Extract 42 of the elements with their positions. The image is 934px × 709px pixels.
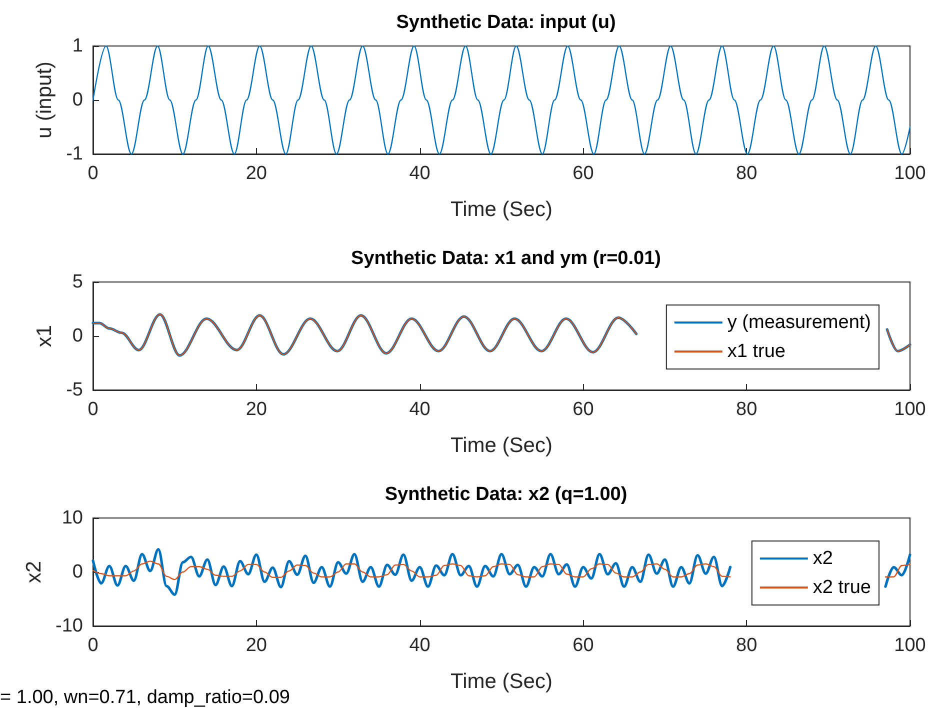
x-tick-label: 80 (736, 163, 758, 184)
x-tick-label: 20 (246, 399, 267, 420)
x-tick-label: 100 (894, 635, 926, 656)
chart-title: Synthetic Data: input (u) (396, 12, 616, 33)
y-tick-label: -5 (66, 380, 83, 400)
x-tick-label: 40 (409, 399, 430, 420)
x-tick-label: 100 (894, 163, 926, 184)
x-tick-label: 40 (409, 163, 430, 184)
y-axis-title: x2 (22, 560, 46, 584)
y-axis-title: u (input) (33, 61, 56, 139)
y-tick-label: -1 (66, 144, 83, 164)
x-tick-label: 20 (246, 163, 267, 184)
y-tick-label: 5 (72, 272, 83, 292)
y-tick-label: -10 (56, 616, 83, 636)
legend-label: x2 true (812, 577, 872, 598)
legend-label: y (measurement) (727, 312, 872, 333)
y-tick-label: 0 (72, 326, 83, 346)
chart-title: Synthetic Data: x2 (q=1.00) (384, 484, 628, 505)
x-tick-label: 0 (88, 399, 98, 420)
legend-label: x1 true (727, 341, 786, 362)
legend-label: x2 (812, 548, 833, 569)
x-axis-title: Time (Sec) (450, 434, 552, 457)
text: = 1.00, wn=0.71, damp_ratio=0.09 (0, 687, 290, 708)
x-axis-title: Time (Sec) (450, 198, 552, 221)
x-tick-label: 60 (572, 399, 594, 420)
x-tick-label: 60 (572, 163, 594, 184)
y-tick-label: 0 (72, 562, 83, 582)
y-axis-title: x1 (33, 324, 56, 348)
x-tick-label: 60 (572, 635, 594, 656)
line-series (92, 45, 911, 155)
y-tick-label: 0 (72, 90, 83, 110)
chart-title: Synthetic Data: x1 and ym (r=0.01) (351, 248, 661, 269)
x-tick-label: 100 (894, 399, 926, 420)
x-tick-label: 80 (736, 399, 758, 420)
x-tick-label: 20 (246, 635, 267, 656)
y-tick-label: 10 (62, 508, 83, 528)
x-tick-label: 40 (409, 635, 430, 656)
x-tick-label: 80 (736, 635, 758, 656)
x-tick-label: 0 (88, 635, 98, 656)
y-tick-label: 1 (72, 36, 83, 56)
x-axis-title: Time (Sec) (450, 670, 552, 693)
x-tick-label: 0 (88, 163, 98, 184)
